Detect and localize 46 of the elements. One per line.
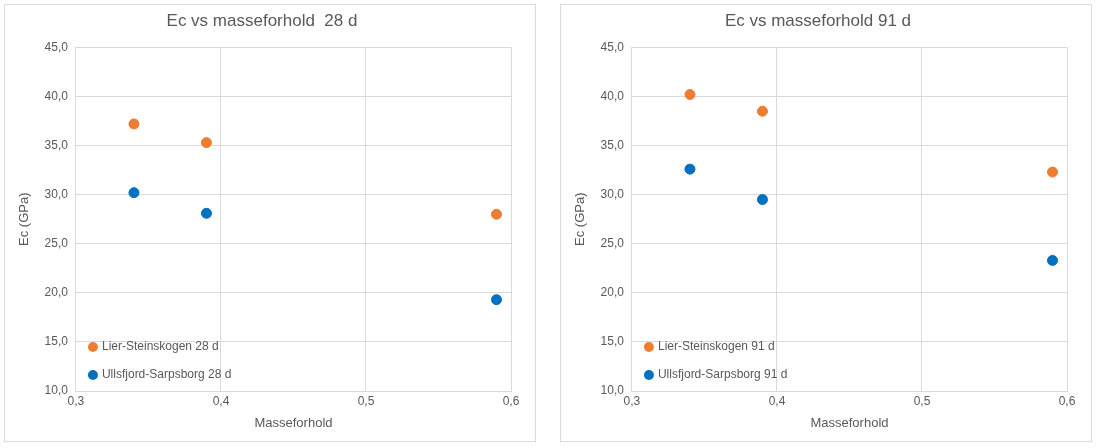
- legend-label: Ullsfjord-Sarpsborg 28 d: [101, 367, 232, 382]
- x-tick-label: 0,4: [212, 393, 230, 408]
- point: [684, 163, 696, 175]
- y-axis-title: Ec (GPa): [16, 192, 32, 246]
- chart-title: Ec vs masseforhold 91 d: [724, 10, 912, 30]
- y-tick-label: 15,0: [600, 334, 625, 349]
- point: [684, 89, 696, 101]
- y-tick-label: 10,0: [600, 383, 625, 398]
- point: [756, 194, 768, 206]
- y-tick-label: 20,0: [44, 285, 69, 300]
- point: [200, 137, 212, 149]
- chart-title: Ec vs masseforhold 28 d: [166, 10, 358, 30]
- x-tick-label: 0,4: [768, 393, 786, 408]
- y-tick-label: 30,0: [600, 186, 625, 201]
- y-tick-label: 35,0: [44, 137, 69, 152]
- x-axis-title: Masseforhold: [810, 414, 889, 430]
- x-tick-label: 0,3: [67, 393, 85, 408]
- x-tick-label: 0,6: [1058, 393, 1076, 408]
- y-tick-label: 25,0: [44, 236, 69, 251]
- y-tick-label: 45,0: [44, 39, 69, 54]
- point: [128, 187, 140, 199]
- point: [200, 207, 212, 219]
- x-tick-label: 0,3: [623, 393, 641, 408]
- point: [756, 105, 768, 117]
- point: [1047, 166, 1058, 178]
- y-tick-label: 35,0: [600, 137, 625, 152]
- point: [491, 294, 502, 306]
- y-tick-label: 45,0: [600, 39, 625, 54]
- point: [128, 118, 140, 130]
- x-tick-label: 0,5: [357, 393, 375, 408]
- legend-label: Ullsfjord-Sarpsborg 91 d: [657, 367, 788, 382]
- y-tick-label: 15,0: [44, 334, 69, 349]
- y-tick-label: 40,0: [44, 88, 69, 103]
- y-tick-label: 20,0: [600, 285, 625, 300]
- legend-label: Lier-Steinskogen 91 d: [657, 339, 775, 354]
- y-tick-label: 25,0: [600, 236, 625, 251]
- legend-label: Lier-Steinskogen 28 d: [101, 339, 219, 354]
- y-tick-label: 40,0: [600, 88, 625, 103]
- x-axis-title: Masseforhold: [254, 414, 333, 430]
- x-tick-label: 0,5: [913, 393, 931, 408]
- point: [491, 208, 502, 220]
- point: [1047, 254, 1058, 266]
- y-tick-label: 10,0: [44, 383, 69, 398]
- y-axis-title: Ec (GPa): [572, 192, 588, 246]
- x-tick-label: 0,6: [502, 393, 520, 408]
- y-tick-label: 30,0: [44, 186, 69, 201]
